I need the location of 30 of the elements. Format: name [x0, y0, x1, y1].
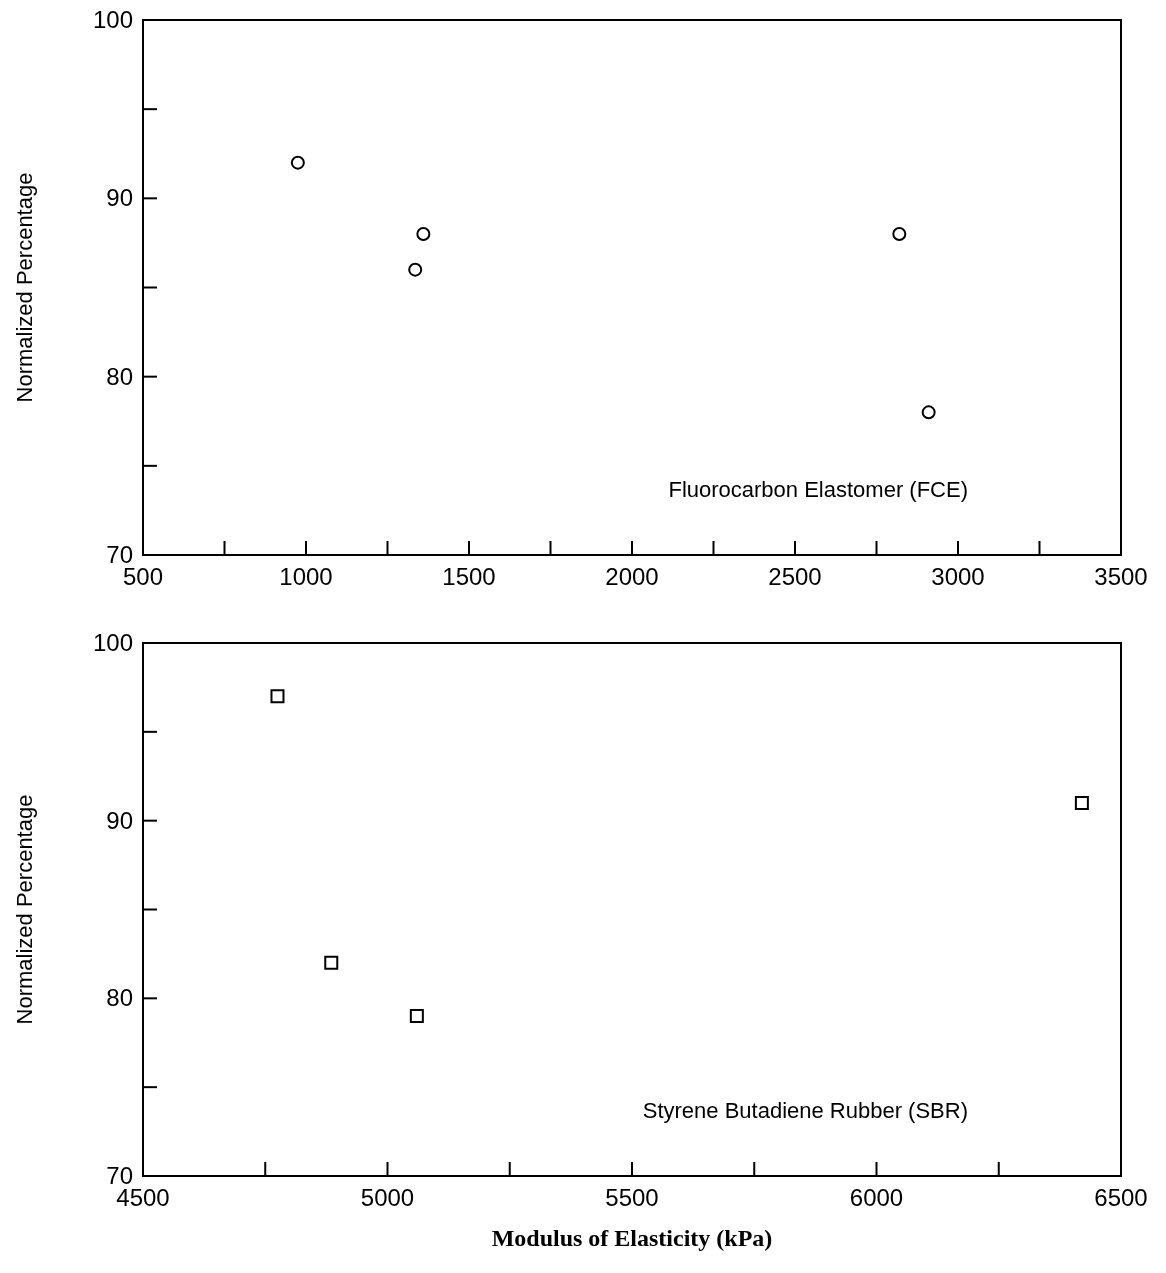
x-axis-title: Modulus of Elasticity (kPa)	[491, 1225, 773, 1251]
x-tick-label: 6500	[1094, 1184, 1148, 1211]
x-tick-label: 3000	[931, 563, 985, 590]
x-tick-label: 5500	[605, 1184, 659, 1211]
x-tick-label: 5000	[360, 1184, 415, 1211]
y-axis-title: Normalized Percentage	[12, 794, 37, 1025]
point	[270, 689, 285, 704]
annotation: Fluorocarbon Elastomer (FCE)	[668, 477, 968, 502]
point	[416, 227, 431, 241]
x-tick-label: 2000	[605, 563, 659, 590]
x-tick-label: 1500	[442, 563, 496, 590]
annotation: Styrene Butadiene Rubber (SBR)	[642, 1098, 968, 1123]
point	[409, 1009, 424, 1024]
x-tick-label: 3500	[1094, 563, 1148, 590]
y-tick-label: 80	[106, 362, 133, 390]
x-tick-label: 6000	[849, 1184, 904, 1211]
x-tick-label: 1000	[279, 563, 333, 590]
point	[921, 405, 936, 420]
y-tick-label: 90	[106, 806, 133, 834]
point	[408, 262, 423, 277]
y-tick-label: 100	[92, 629, 133, 656]
point	[324, 955, 339, 970]
y-tick-label: 90	[106, 184, 133, 212]
x-tick-label: 2500	[768, 563, 822, 590]
y-tick-label: 100	[92, 6, 133, 33]
y-tick-label: 80	[106, 984, 133, 1012]
point	[290, 155, 305, 170]
point	[1074, 795, 1089, 810]
point	[892, 227, 907, 241]
y-axis-title: Normalized Percentage	[12, 172, 37, 403]
